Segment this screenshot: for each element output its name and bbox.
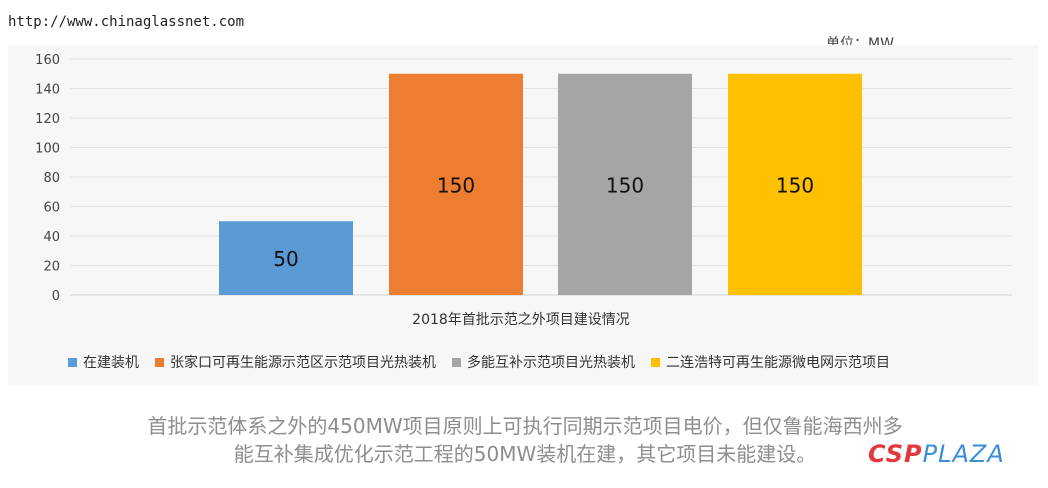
y-tick-label: 160	[35, 53, 60, 68]
legend-swatch	[452, 357, 461, 367]
data-label: 150	[437, 173, 475, 197]
bar-1	[219, 221, 353, 295]
y-tick-label: 20	[43, 260, 60, 275]
data-label: 50	[273, 247, 298, 271]
y-tick-label: 60	[43, 201, 60, 216]
data-label: 150	[606, 173, 644, 197]
bars	[219, 73, 862, 295]
legend-item: 多能互补示范项目光热装机	[452, 352, 635, 372]
y-tick-label: 40	[43, 230, 60, 245]
y-axis-ticks: 0 20 40 60 80 100 120 140 160	[35, 53, 60, 304]
legend-swatch	[651, 357, 660, 367]
legend-item: 在建装机	[68, 352, 139, 372]
caption: 首批示范体系之外的450MW项目原则上可执行同期示范项目电价，但仅鲁能海西州多 …	[60, 412, 990, 468]
legend-item: 张家口可再生能源示范区示范项目光热装机	[155, 352, 436, 372]
y-tick-label: 0	[52, 289, 60, 304]
y-tick-label: 140	[35, 83, 60, 98]
legend-item: 二连浩特可再生能源微电网示范项目	[651, 352, 890, 372]
bar-4	[728, 73, 862, 295]
bar-3	[558, 73, 692, 295]
legend-label: 在建装机	[83, 355, 139, 371]
source-url: http://www.chinaglassnet.com	[8, 14, 245, 30]
legend-label: 多能互补示范项目光热装机	[467, 355, 635, 371]
caption-line-2: 能互补集成优化示范工程的50MW装机在建，其它项目未能建设。	[233, 442, 817, 466]
brand-part-2: PLAZA	[922, 440, 1005, 468]
brand-logo: CSPPLAZA	[868, 440, 1005, 468]
brand-part-1: CSP	[868, 440, 923, 468]
legend-swatch	[68, 357, 77, 367]
y-tick-label: 80	[43, 171, 60, 186]
x-axis-label: 2018年首批示范之外项目建设情况	[412, 311, 630, 328]
legend-swatch	[155, 357, 164, 367]
y-tick-label: 120	[35, 112, 60, 127]
caption-line-1: 首批示范体系之外的450MW项目原则上可执行同期示范项目电价，但仅鲁能海西州多	[147, 414, 903, 438]
data-label: 150	[776, 173, 814, 197]
y-tick-label: 100	[35, 142, 60, 157]
data-labels: 50 150 150 150	[273, 173, 814, 271]
legend-label: 二连浩特可再生能源微电网示范项目	[666, 355, 890, 371]
bar-2	[389, 73, 523, 295]
legend: 在建装机 张家口可再生能源示范区示范项目光热装机 多能互补示范项目光热装机 二连浩特可…	[68, 350, 1008, 374]
legend-label: 张家口可再生能源示范区示范项目光热装机	[170, 355, 436, 371]
